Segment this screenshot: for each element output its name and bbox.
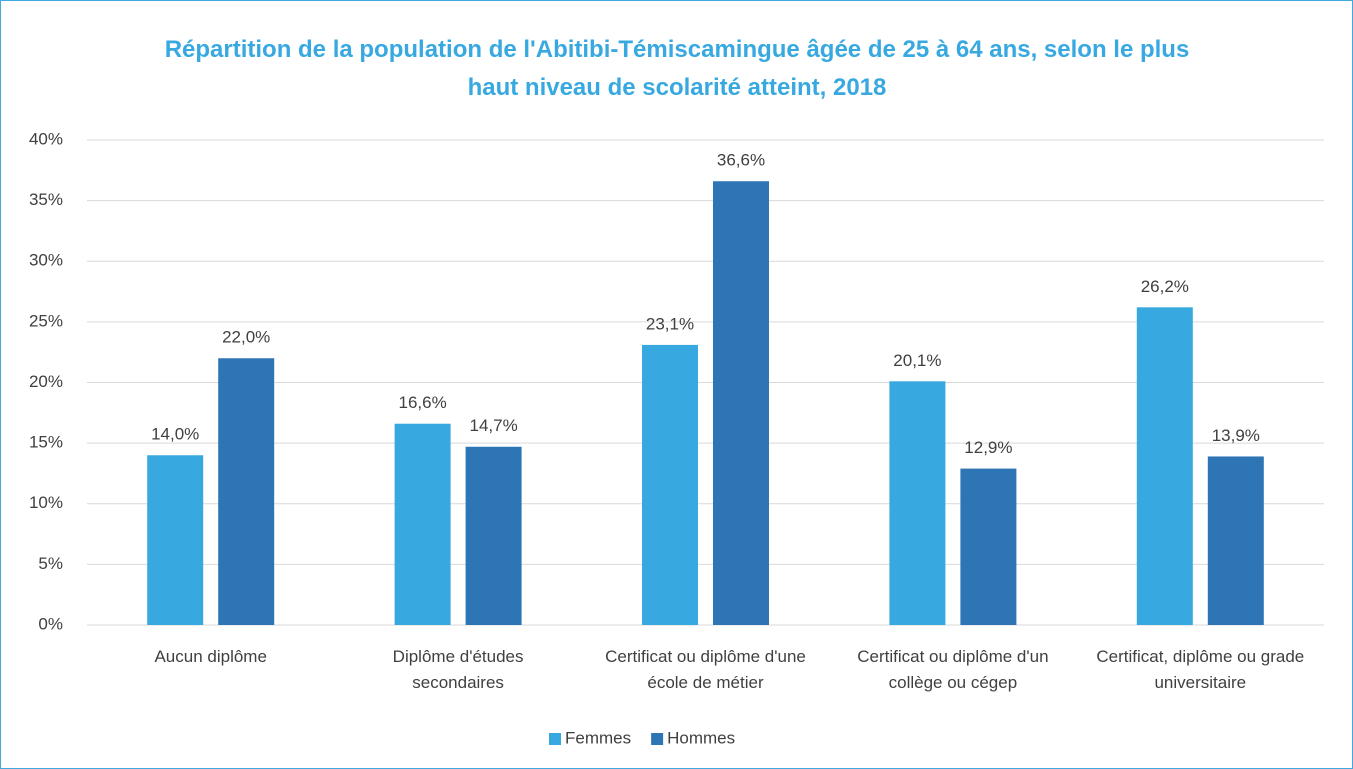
y-tick-label: 5% [38, 554, 63, 573]
y-tick-label: 15% [29, 433, 63, 452]
bar [889, 381, 946, 625]
data-label: 16,6% [398, 393, 446, 412]
data-label: 13,9% [1212, 426, 1260, 445]
bar [465, 446, 522, 625]
y-tick-label: 40% [29, 129, 63, 148]
data-label: 36,6% [717, 151, 765, 170]
data-label: 20,1% [893, 351, 941, 370]
y-tick-label: 20% [29, 372, 63, 391]
data-label: 26,2% [1141, 277, 1189, 296]
x-tick-label: Diplôme d'études secondaires [392, 647, 524, 692]
x-tick-label: Certificat, diplôme ou grade universitai… [1096, 647, 1305, 692]
data-label: 23,1% [646, 314, 694, 333]
chart-title: Répartition de la population de l'Abitib… [164, 36, 1190, 101]
data-label: 14,7% [469, 416, 517, 435]
legend-swatch [651, 733, 664, 745]
bar [642, 344, 698, 625]
x-tick-label: Certificat ou diplôme d'une école de mét… [605, 647, 806, 692]
data-label: 22,0% [222, 328, 270, 347]
y-tick-label: 35% [29, 190, 63, 209]
bar [960, 468, 1017, 625]
bar [1136, 307, 1193, 625]
bar [218, 358, 275, 625]
y-tick-label: 30% [29, 251, 63, 270]
y-tick-label: 25% [29, 311, 63, 330]
y-tick-label: 0% [38, 614, 63, 633]
legend-label: Femmes [565, 728, 631, 747]
data-label: 14,0% [151, 425, 199, 444]
bar [394, 423, 451, 625]
bar [1207, 456, 1264, 625]
legend-label: Hommes [667, 728, 735, 747]
y-tick-label: 10% [29, 493, 63, 512]
x-tick-label: Aucun diplôme [154, 647, 267, 666]
data-label: 12,9% [964, 438, 1012, 457]
bar [713, 181, 769, 625]
x-tick-label: Certificat ou diplôme d'un collège ou cé… [857, 647, 1049, 692]
bar [147, 455, 204, 625]
legend-swatch [549, 733, 561, 745]
